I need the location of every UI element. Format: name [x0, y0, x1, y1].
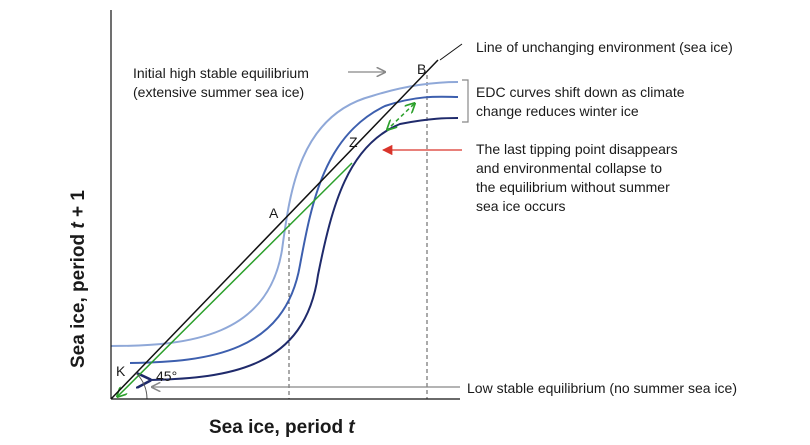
tipping-label-3: the equilibrium without summer [476, 179, 670, 195]
tipping-label-2: and environmental collapse to [476, 160, 662, 176]
tipping-label-4: sea ice occurs [476, 198, 565, 214]
angle-label: 45° [156, 368, 177, 384]
low-eq-label: Low stable equilibrium (no summer sea ic… [467, 380, 737, 396]
point-label-a: A [269, 205, 279, 221]
angle-arc [135, 372, 148, 400]
unchanging-line-pointer [439, 43, 463, 61]
edc-curve-shifted [129, 95, 459, 364]
point-label-k: K [116, 363, 126, 379]
y-axis-title-suffix: + 1 [68, 190, 89, 223]
unchanging-environment-line [110, 59, 439, 400]
initial-eq-label-1: Initial high stable equilibrium [133, 65, 309, 81]
green-path-upper [388, 104, 414, 129]
initial-eq-label-2: (extensive summer sea ice) [133, 84, 304, 100]
edc-bracket [462, 79, 469, 123]
y-axis-title: Sea ice, period t + 1 [68, 190, 89, 368]
edc-shift-label-2: change reduces winter ice [476, 103, 639, 119]
x-axis-title-text: Sea ice, period [209, 417, 348, 438]
tipping-label-1: The last tipping point disappears [476, 141, 678, 157]
unchanging-line-label: Line of unchanging environment (sea ice) [476, 39, 733, 55]
point-label-z: Z [349, 134, 358, 150]
green-path-lower [118, 162, 353, 396]
edc-curve-final [150, 117, 459, 380]
y-axis-title-var: t [68, 222, 89, 229]
edc-curve-initial [110, 81, 459, 347]
x-axis-title-var: t [348, 417, 355, 438]
point-label-b: B [417, 61, 426, 77]
edc-shift-label-1: EDC curves shift down as climate [476, 84, 685, 100]
x-axis-title: Sea ice, period t [209, 417, 355, 438]
y-axis-title-text: Sea ice, period [68, 229, 89, 368]
